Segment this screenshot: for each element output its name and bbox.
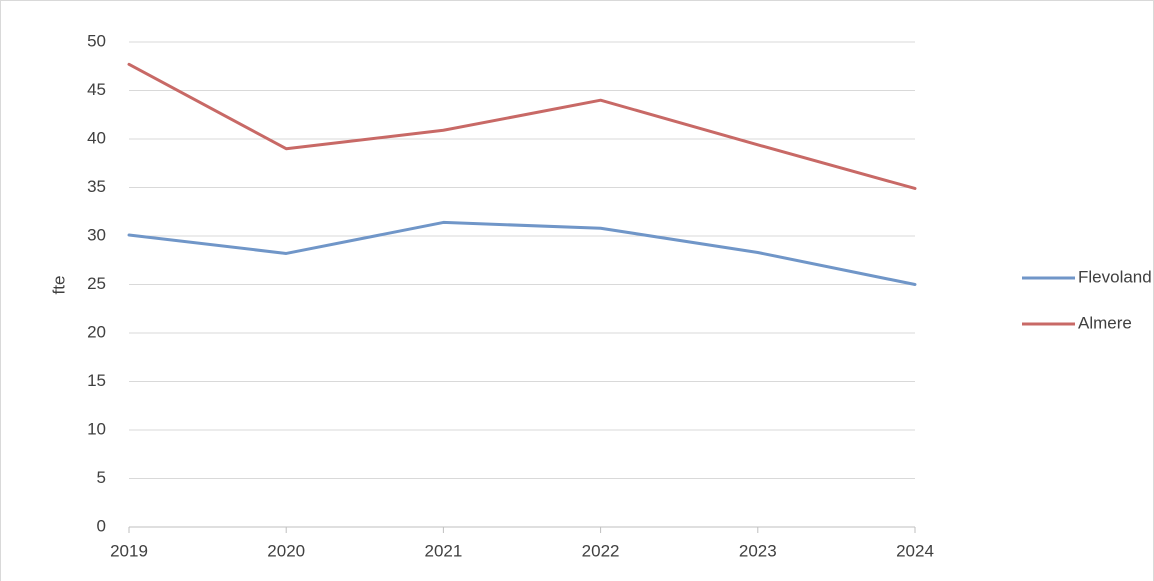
- legend-label: Flevoland: [1078, 267, 1152, 286]
- y-tick-label: 20: [87, 322, 106, 341]
- y-tick-label: 35: [87, 177, 106, 196]
- x-tick-label: 2022: [582, 541, 620, 560]
- y-tick-label: 25: [87, 274, 106, 293]
- x-tick-label: 2019: [110, 541, 148, 560]
- legend-label: Almere: [1078, 313, 1132, 332]
- y-tick-label: 0: [97, 516, 106, 535]
- y-tick-label: 45: [87, 80, 106, 99]
- series-line: [127, 220, 917, 286]
- x-tick-label: 2023: [739, 541, 777, 560]
- x-tick-label: 2021: [424, 541, 462, 560]
- y-axis-label: fte: [49, 276, 68, 295]
- series-line: [127, 62, 917, 190]
- y-tick-label: 40: [87, 128, 106, 147]
- x-tick-label: 2020: [267, 541, 305, 560]
- y-tick-label: 50: [87, 31, 106, 50]
- y-tick-label: 30: [87, 225, 106, 244]
- x-tick-label: 2024: [896, 541, 934, 560]
- y-tick-label: 15: [87, 371, 106, 390]
- y-tick-label: 10: [87, 419, 106, 438]
- y-tick-label: 5: [97, 468, 106, 487]
